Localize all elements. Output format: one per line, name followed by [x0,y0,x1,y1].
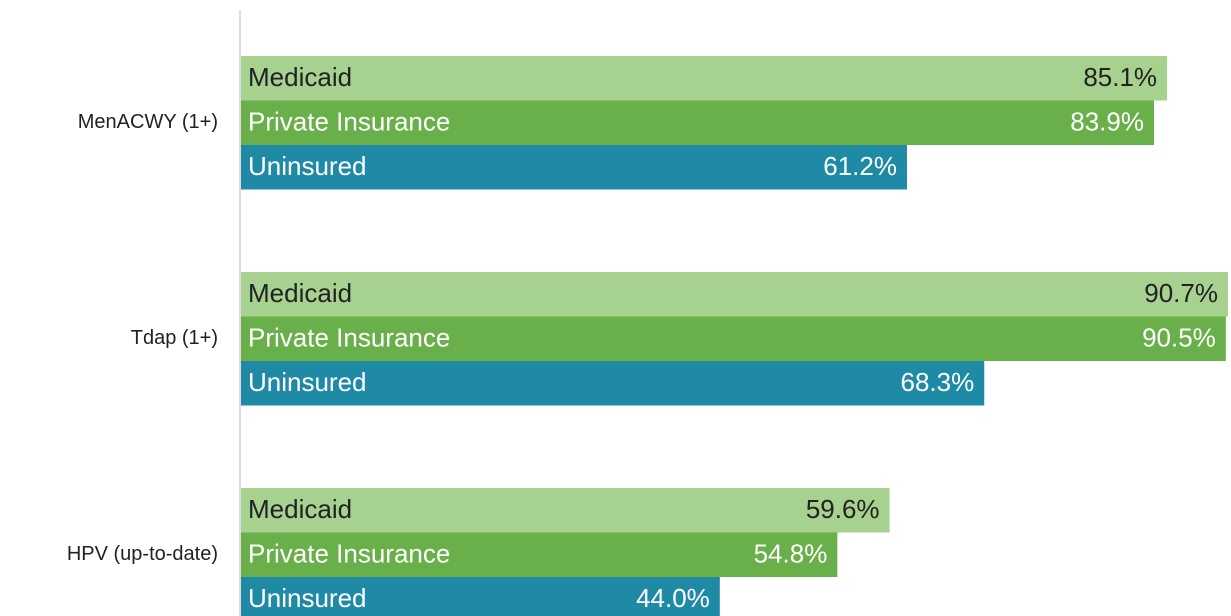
series-label: Uninsured [248,367,367,397]
bar [241,361,985,406]
value-label: 68.3% [901,367,975,397]
category-label: HPV (up-to-date) [67,543,218,565]
series-label: Private Insurance [248,539,450,569]
value-label: 90.5% [1142,323,1216,353]
series-label: Medicaid [248,62,352,92]
bar [241,100,1155,145]
value-label: 54.8% [754,539,828,569]
bar [241,56,1168,101]
value-label: 85.1% [1083,62,1157,92]
series-label: Medicaid [248,494,352,524]
value-label: 44.0% [636,583,710,613]
bar [241,316,1226,361]
bar [241,488,890,533]
category-label: MenACWY (1+) [78,111,218,133]
series-label: Private Insurance [248,323,450,353]
bar [241,272,1228,317]
bar [241,577,720,616]
value-label: 90.7% [1144,278,1218,308]
series-label: Uninsured [248,151,367,181]
series-label: Medicaid [248,278,352,308]
bar [241,145,907,190]
series-label: Private Insurance [248,107,450,137]
series-label: Uninsured [248,583,367,613]
value-label: 61.2% [823,151,897,181]
value-label: 59.6% [806,494,880,524]
category-label: Tdap (1+) [131,327,218,349]
value-label: 83.9% [1070,107,1144,137]
bar [241,532,838,577]
